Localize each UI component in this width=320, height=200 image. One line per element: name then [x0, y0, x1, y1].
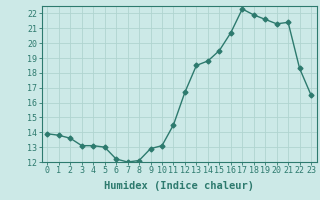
X-axis label: Humidex (Indice chaleur): Humidex (Indice chaleur) [104, 181, 254, 191]
